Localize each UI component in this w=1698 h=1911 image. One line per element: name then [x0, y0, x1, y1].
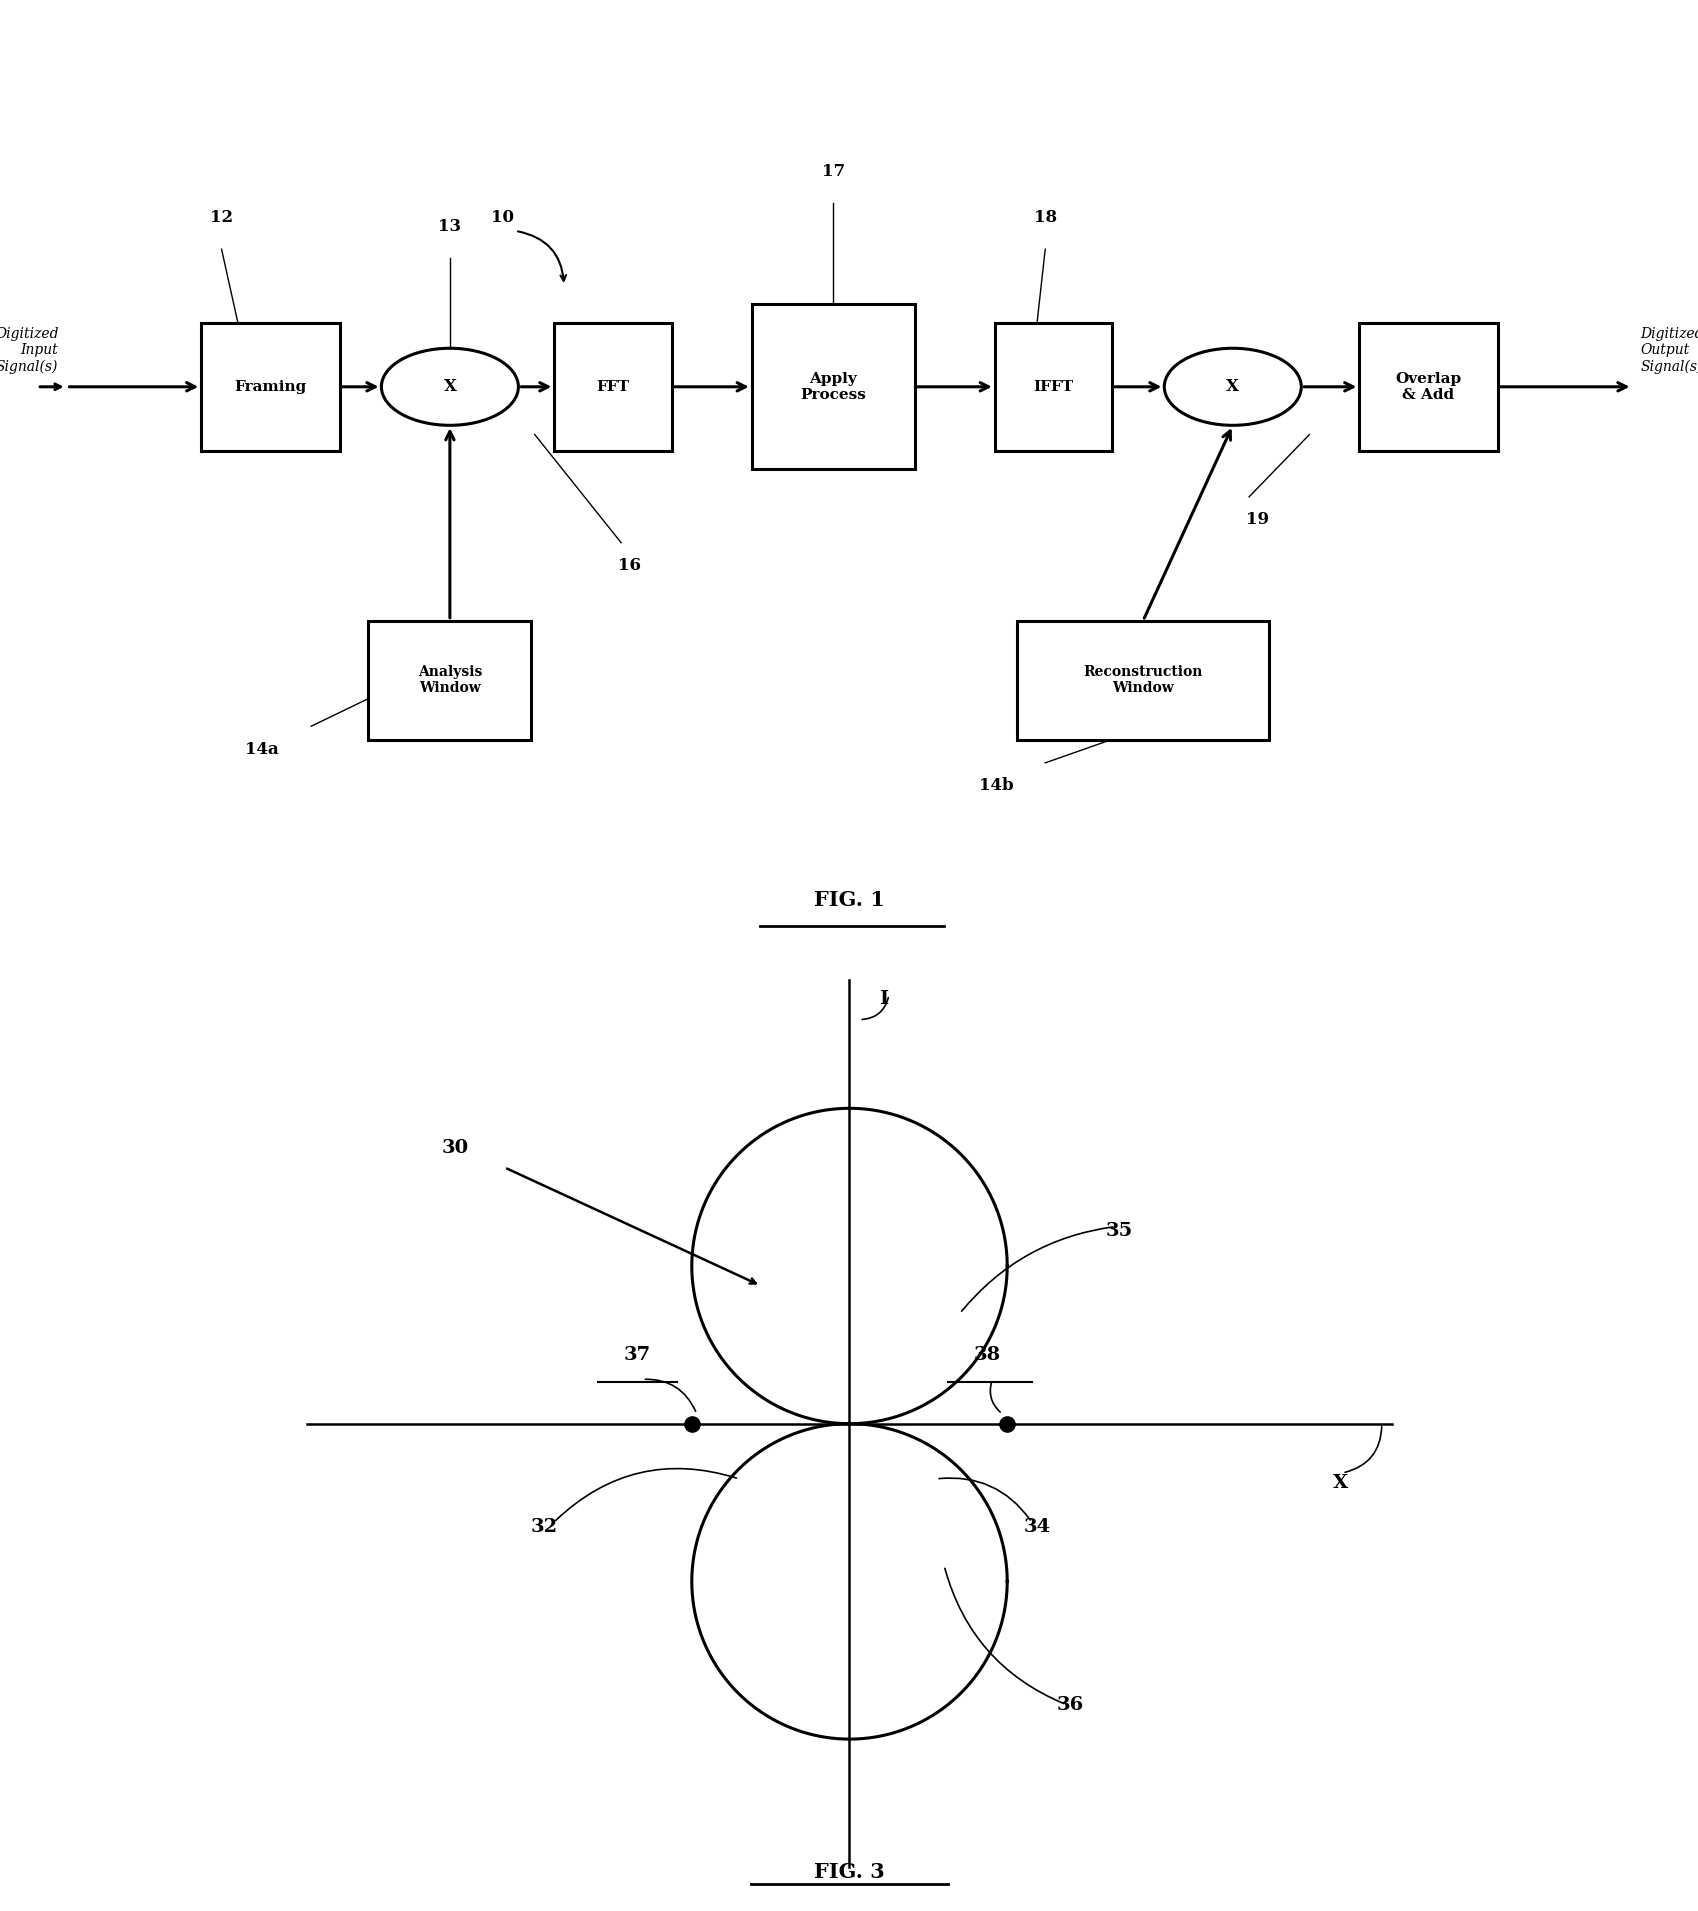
Text: X: X: [1331, 1473, 1347, 1492]
Text: 34: 34: [1022, 1517, 1049, 1536]
Text: X: X: [443, 378, 457, 396]
Text: FIG. 3: FIG. 3: [813, 1861, 885, 1882]
FancyBboxPatch shape: [200, 323, 340, 451]
Text: 13: 13: [438, 218, 462, 235]
Text: 17: 17: [822, 162, 844, 180]
Text: Apply
Process: Apply Process: [800, 371, 866, 401]
Text: 18: 18: [1032, 208, 1056, 225]
Text: I: I: [878, 990, 888, 1007]
Text: Reconstruction
Window: Reconstruction Window: [1083, 665, 1202, 696]
Text: IFFT: IFFT: [1032, 380, 1073, 394]
Point: [678, 1408, 705, 1439]
Text: 36: 36: [1056, 1695, 1083, 1714]
Point: [993, 1408, 1020, 1439]
Text: 30: 30: [441, 1139, 469, 1156]
Text: X: X: [1226, 378, 1238, 396]
FancyBboxPatch shape: [1358, 323, 1498, 451]
FancyBboxPatch shape: [751, 304, 914, 470]
Text: Digitized
Output
Signal(s): Digitized Output Signal(s): [1640, 327, 1698, 373]
Text: 37: 37: [623, 1345, 650, 1364]
Text: Analysis
Window: Analysis Window: [418, 665, 482, 696]
Text: 19: 19: [1245, 512, 1268, 527]
Text: 38: 38: [973, 1345, 1000, 1364]
Text: 14a: 14a: [245, 741, 278, 757]
Text: Digitized
Input
Signal(s): Digitized Input Signal(s): [0, 327, 58, 373]
FancyBboxPatch shape: [554, 323, 671, 451]
Circle shape: [380, 348, 518, 426]
FancyBboxPatch shape: [993, 323, 1112, 451]
Text: FIG. 1: FIG. 1: [813, 891, 885, 910]
Text: 14b: 14b: [978, 778, 1014, 795]
Text: 16: 16: [618, 558, 640, 573]
Text: Overlap
& Add: Overlap & Add: [1394, 371, 1460, 401]
FancyBboxPatch shape: [1015, 621, 1268, 740]
Text: FFT: FFT: [596, 380, 630, 394]
FancyBboxPatch shape: [368, 621, 531, 740]
Text: Framing: Framing: [234, 380, 306, 394]
Text: 32: 32: [530, 1517, 557, 1536]
Text: 10: 10: [491, 208, 513, 225]
Text: 12: 12: [211, 208, 233, 225]
Text: 35: 35: [1105, 1223, 1133, 1240]
Circle shape: [1163, 348, 1301, 426]
